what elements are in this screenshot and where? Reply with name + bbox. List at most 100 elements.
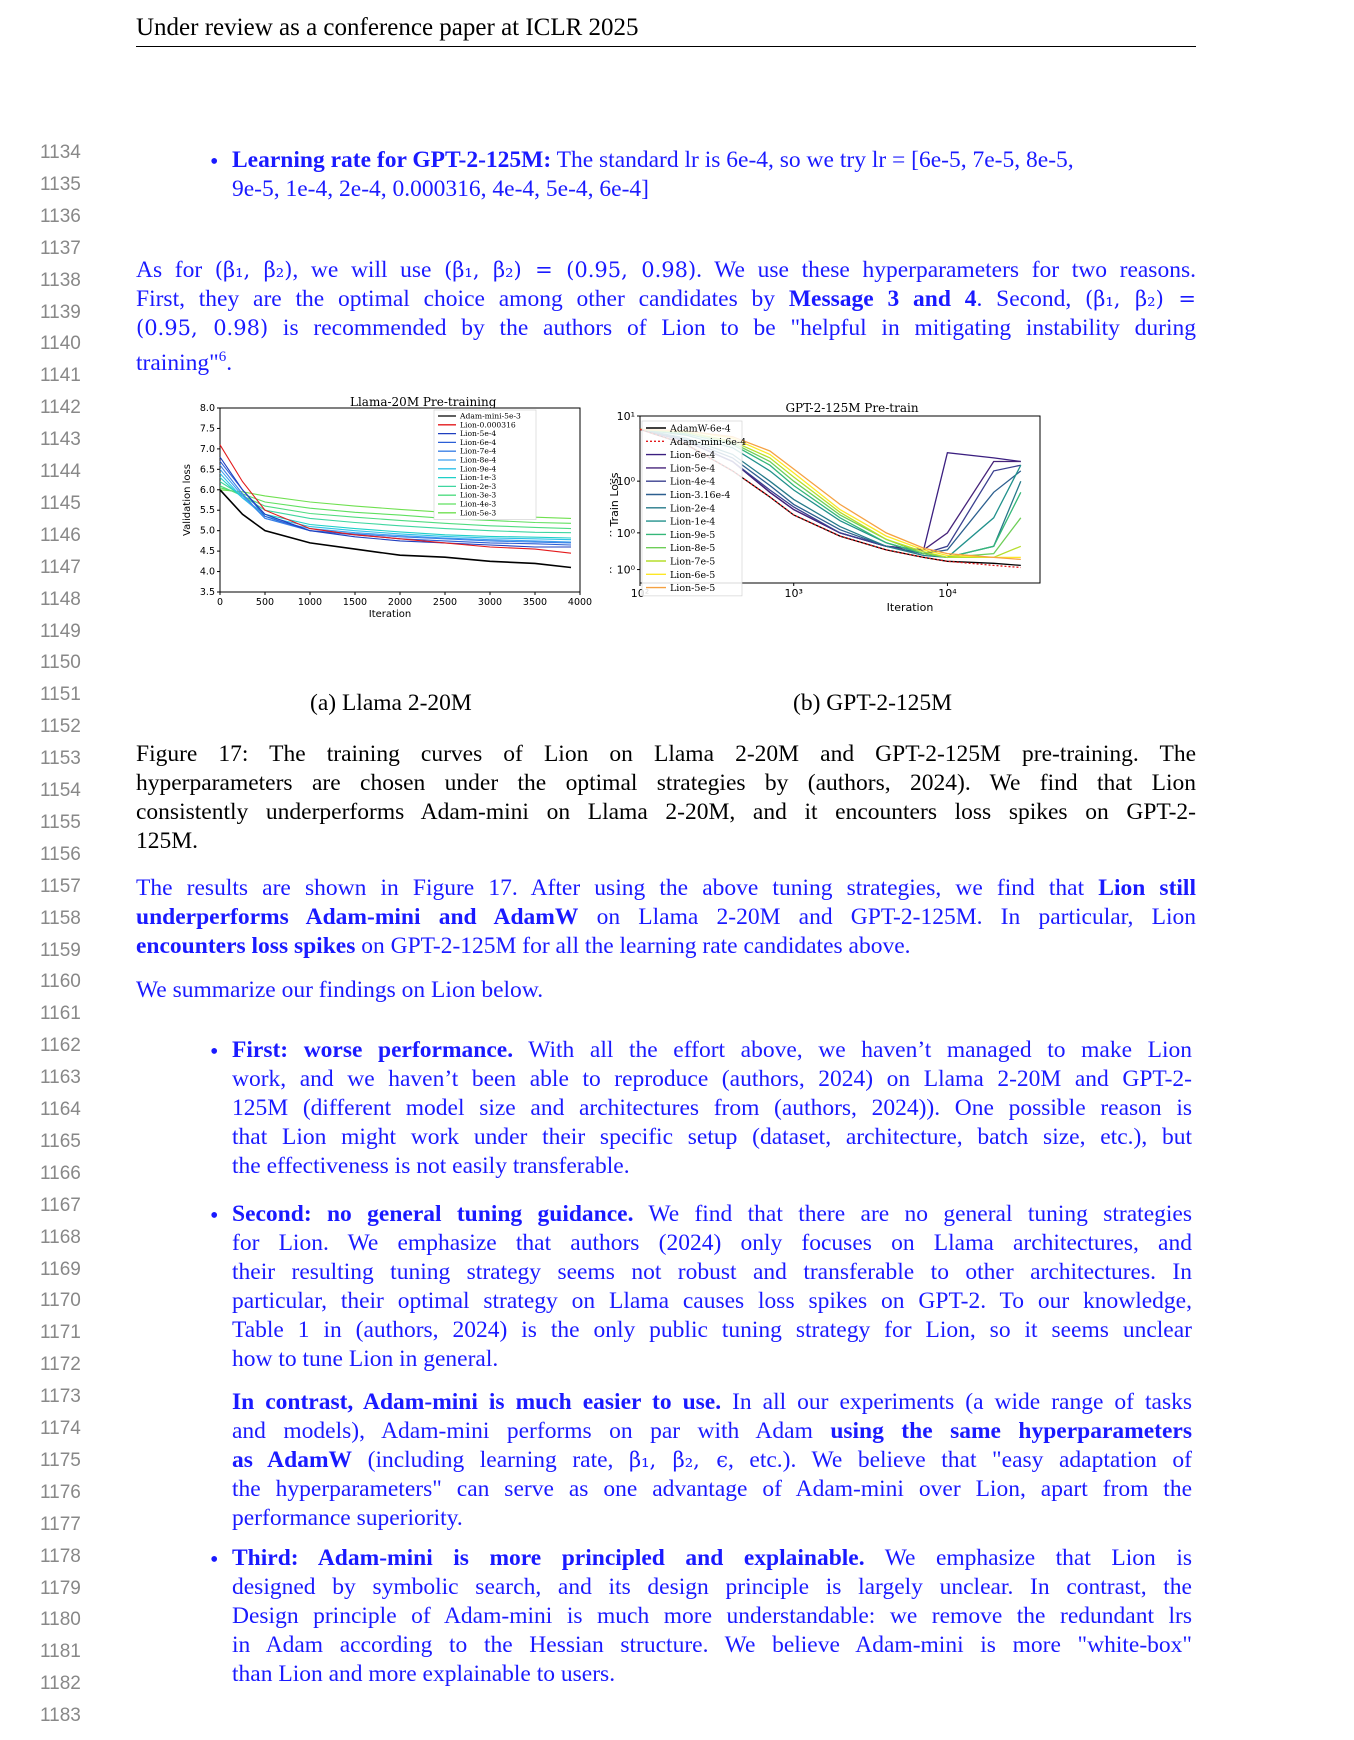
line-number: 1164: [40, 1099, 81, 1120]
second-text: for Lion. We emphasize that authors (202…: [232, 1230, 1192, 1256]
line-number: 1143: [40, 429, 81, 451]
res-bold: Lion still: [1098, 875, 1196, 901]
contrast-text: In all our experiments (a wide range of …: [721, 1389, 1192, 1415]
line-number: 1146: [40, 524, 81, 546]
contrast-text: (including learning rate,: [352, 1447, 629, 1473]
chart-title: GPT-2-125M Pre-train: [785, 401, 918, 415]
contrast-math: β₁, β₂, ϵ: [629, 1448, 728, 1472]
line-number: 1155: [40, 811, 81, 833]
third-bullet: Third: Adam-mini is more principled and …: [232, 1544, 1192, 1689]
fig-cap-line: Figure 17: The training curves of Lion o…: [136, 741, 1196, 767]
line-number: 1177: [40, 1513, 81, 1535]
line-number: 1180: [40, 1609, 81, 1631]
y-tick-label: 6.0: [200, 485, 215, 496]
contrast-bold: as AdamW: [232, 1447, 353, 1473]
line-number: 1181: [40, 1641, 81, 1663]
line-number: 1145: [40, 492, 81, 514]
x-tick-label: 1000: [298, 597, 322, 608]
contrast-paragraph: In contrast, Adam-mini is much easier to…: [232, 1388, 1192, 1533]
p1-text: is recommended by the authors of Lion to…: [268, 315, 1196, 341]
third-text: designed by symbolic search, and its des…: [232, 1574, 1192, 1600]
line-number: 1151: [40, 684, 81, 706]
gpt2-chart: GPT-2-125M Pre-train 10¹ 6 × 10⁰ 4 × 10⁰ 3 ×…: [610, 401, 1041, 614]
first-bullet: First: worse performance. With all the e…: [232, 1036, 1192, 1181]
chart-title: Llama-20M Pre-training: [350, 395, 497, 409]
first-text: that Lion might work under their specifi…: [232, 1124, 1192, 1150]
x-tick-label: 2500: [433, 597, 457, 608]
line-number: 1138: [40, 269, 81, 291]
third-text: Design principle of Adam-mini is much mo…: [232, 1603, 1192, 1629]
line-number: 1148: [40, 588, 81, 610]
p1-bold: Message 3 and 4: [788, 286, 977, 312]
footnote-marker: 6: [218, 349, 227, 365]
x-tick-label: 10³: [785, 587, 803, 600]
line-number: 1160: [40, 971, 81, 993]
y-tick-label: 10¹: [617, 410, 635, 423]
line-number: 1167: [40, 1194, 81, 1216]
line-number: 1173: [40, 1386, 81, 1408]
line-number: 1137: [40, 237, 81, 259]
third-text: than Lion and more explainable to users.: [232, 1661, 616, 1687]
line-number: 1150: [40, 652, 81, 674]
legend-box: [433, 409, 537, 520]
figure-caption: Figure 17: The training curves of Lion o…: [136, 740, 1196, 856]
line-number: 1168: [40, 1226, 81, 1248]
summary-sentence: We summarize our findings on Lion below.: [136, 977, 544, 1003]
legend-label: Lion-8e-5: [670, 543, 715, 554]
line-number: 1175: [40, 1449, 81, 1471]
second-bold: Second: no general tuning guidance.: [232, 1201, 634, 1227]
legend-label: AdamW-6e-4: [669, 424, 731, 435]
y-axis-label: Train Loss: [610, 472, 621, 527]
line-number: 1149: [40, 620, 81, 642]
line-number: 1159: [40, 939, 81, 961]
line-number: 1162: [40, 1035, 81, 1057]
beta-paragraph: As for (β₁, β₂), we will use (β₁, β₂) = …: [136, 256, 1196, 378]
line-number: 1147: [40, 556, 81, 578]
line-number: 1174: [40, 1418, 81, 1439]
third-text: in Adam according to the Hessian structu…: [232, 1632, 1192, 1658]
first-bold: First: worse performance.: [232, 1037, 514, 1063]
bullet-dot: •: [210, 1547, 219, 1573]
caption-b: (b) GPT-2-125M: [793, 690, 953, 716]
legend-label: Lion-3e-3: [460, 491, 496, 500]
legend-label: Lion-1e-3: [460, 473, 496, 482]
p1-text: . We use these hyperparameters for two r…: [696, 257, 1196, 283]
legend-label: Lion-8e-4: [460, 456, 496, 465]
line-number: 1153: [40, 748, 81, 770]
p1-text: , we will use: [292, 257, 445, 283]
x-axis-label: Iteration: [369, 609, 411, 620]
line-number: 1183: [40, 1705, 81, 1727]
x-tick-label: 0: [217, 597, 223, 608]
res-bold: underperforms Adam-mini and AdamW: [136, 904, 579, 930]
p1-text: As for: [136, 257, 215, 283]
x-tick-label: 10⁴: [938, 587, 957, 600]
page-header: Under review as a conference paper at IC…: [136, 14, 1196, 47]
line-number: 1154: [40, 780, 81, 801]
series-line-Lion-5e-4: [219, 456, 571, 548]
line-number: 1134: [40, 142, 81, 163]
line-number: 1163: [40, 1067, 81, 1089]
lr-line1: The standard lr is 6e-4, so we try lr = …: [556, 147, 1074, 173]
res-text: The results are shown in Figure 17. Afte…: [136, 875, 1099, 901]
fig-cap-line: hyperparameters are chosen under the opt…: [136, 770, 1196, 796]
contrast-bold: In contrast, Adam-mini is much easier to…: [232, 1389, 722, 1415]
x-axis-label: Iteration: [887, 601, 934, 614]
line-number: 1161: [40, 1003, 81, 1025]
line-number: 1179: [40, 1577, 81, 1599]
second-text: their resulting tuning strategy seems no…: [232, 1259, 1192, 1285]
second-bullet: Second: no general tuning guidance. We f…: [232, 1200, 1192, 1374]
lr-line2: 9e-5, 1e-4, 2e-4, 0.000316, 4e-4, 5e-4, …: [232, 176, 649, 202]
line-number: 1172: [40, 1354, 81, 1376]
plot-frame: [639, 415, 1041, 584]
second-text: particular, their optimal strategy on Ll…: [232, 1288, 1192, 1314]
legend-label: Lion-9e-4: [460, 464, 496, 473]
y-tick-label: 7.0: [200, 444, 215, 455]
line-number: 1169: [40, 1258, 81, 1280]
legend-label: Lion-2e-3: [460, 482, 496, 491]
legend-label: Adam-mini-6e-4: [669, 437, 746, 448]
res-text: on GPT-2-125M for all the learning rate …: [355, 933, 911, 959]
y-tick-label: 4.5: [200, 546, 215, 557]
fig-cap-line: consistently underperforms Adam-mini on …: [136, 799, 1196, 825]
x-tick-label: 500: [256, 597, 274, 608]
bullet-dot: •: [210, 149, 219, 175]
